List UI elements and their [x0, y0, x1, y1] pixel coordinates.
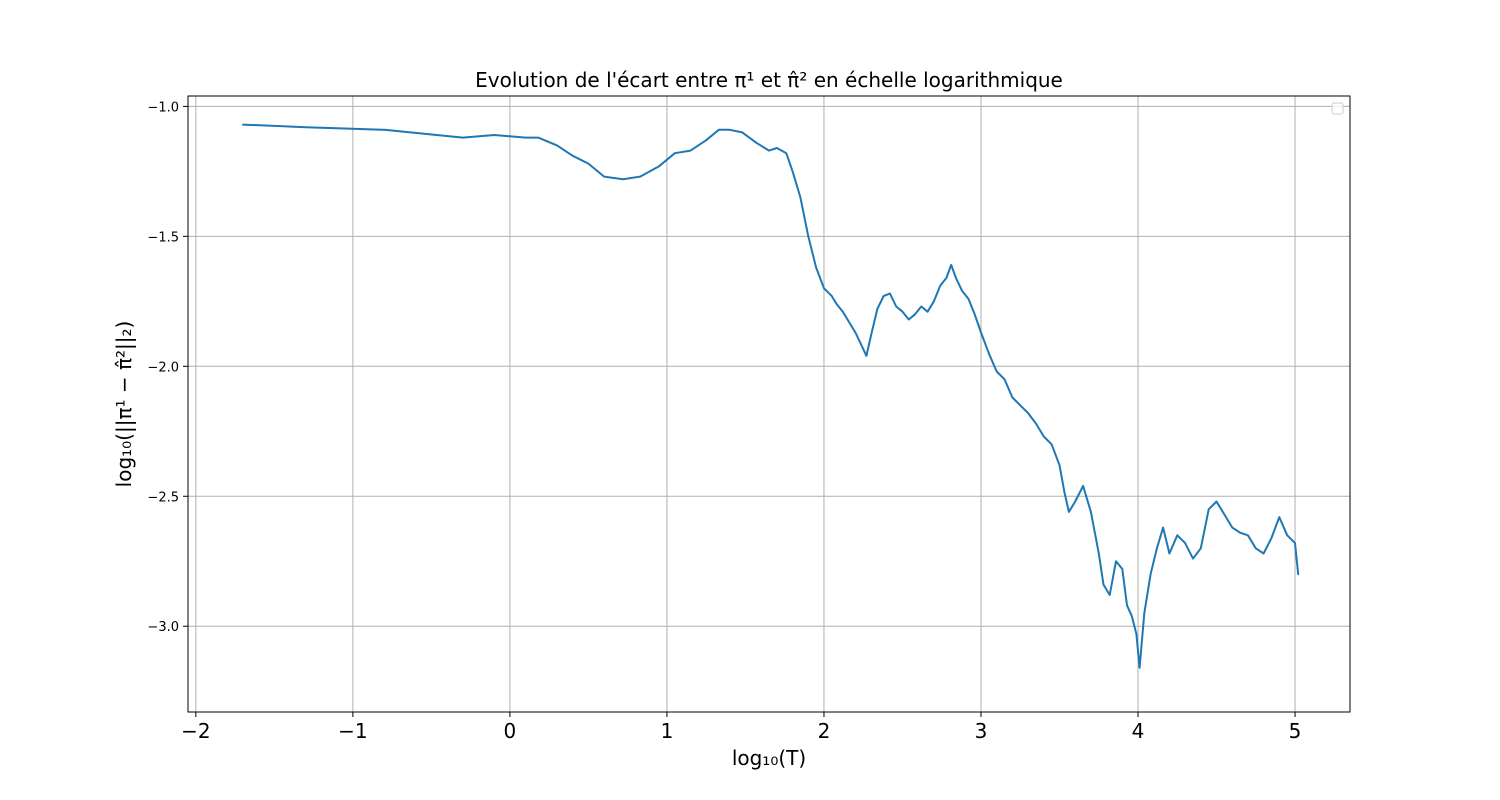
- y-tick-label: −2.0: [147, 360, 179, 375]
- series-line: [242, 123, 1300, 669]
- x-tick-label: 5: [1289, 719, 1302, 743]
- grid-layer: [188, 96, 1350, 712]
- legend-box: [1331, 102, 1344, 115]
- y-tick-label: −2.5: [147, 490, 179, 505]
- x-tick-label: 3: [975, 719, 988, 743]
- plot-frame: [187, 95, 1351, 713]
- x-tick-label: 0: [504, 719, 517, 743]
- x-tick-label: 1: [661, 719, 674, 743]
- x-tick-label: −1: [338, 719, 367, 743]
- y-tick-label: −1.5: [147, 230, 179, 245]
- tick-layer: −2 −1 0 1 2 3 4 5 −1.0 −1.5 −2.0 −2.5 −3.0: [147, 100, 1301, 743]
- y-axis-label: log₁₀(||π¹ − π̂²||₂): [112, 321, 136, 488]
- x-axis-label: log₁₀(T): [732, 746, 806, 770]
- y-tick-label: −3.0: [147, 620, 179, 635]
- x-tick-label: −2: [181, 719, 210, 743]
- x-tick-label: 2: [818, 719, 831, 743]
- x-tick-label: 4: [1132, 719, 1145, 743]
- y-tick-label: −1.0: [147, 100, 179, 115]
- chart-title: Evolution de l'écart entre π¹ et π̂² en …: [475, 68, 1063, 92]
